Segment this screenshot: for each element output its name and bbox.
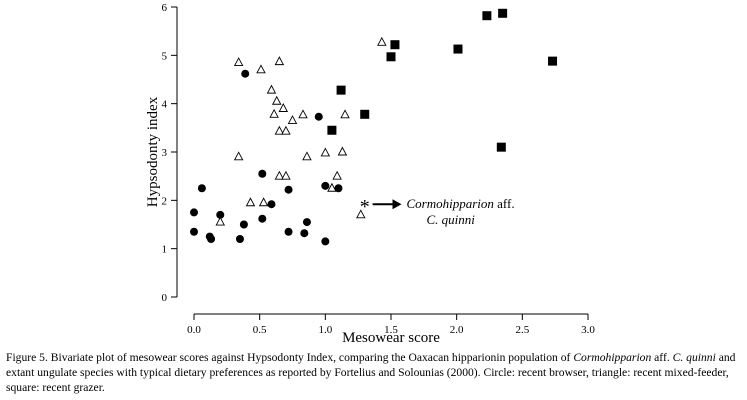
circle-point xyxy=(284,227,293,236)
figure-caption: Figure 5. Bivariate plot of mesowear sco… xyxy=(6,350,744,395)
triangle-point xyxy=(215,216,226,226)
triangle-point xyxy=(266,84,277,94)
caption-text-2: aff. xyxy=(651,351,673,364)
circle-point xyxy=(190,227,198,236)
triangle-point xyxy=(258,197,269,207)
triangle-point xyxy=(281,125,291,135)
triangle-point xyxy=(274,170,285,180)
y-tick-label: 6 xyxy=(162,2,168,14)
caption-text-1: Figure 5. Bivariate plot of mesowear sco… xyxy=(6,351,574,364)
annotation-label-line2: C. quinni xyxy=(427,212,476,227)
y-tick-label: 0 xyxy=(162,292,168,304)
x-axis-label: Mesowear score xyxy=(342,330,440,346)
circle-point xyxy=(321,237,330,246)
x-tick-label: 2.0 xyxy=(450,324,464,336)
triangle-point xyxy=(356,209,366,219)
triangle-point xyxy=(274,56,285,66)
y-tick-label: 5 xyxy=(162,50,168,62)
square-point xyxy=(336,85,346,95)
triangle-point xyxy=(274,125,285,135)
circle-point xyxy=(190,208,198,217)
triangle-point xyxy=(327,182,337,192)
triangle-point xyxy=(281,170,291,180)
circle-point xyxy=(258,169,267,178)
circle-point xyxy=(258,214,267,223)
y-axis-label: Hypsodonty index xyxy=(145,96,161,207)
triangle-point xyxy=(340,109,350,119)
circle-point xyxy=(267,200,276,209)
circle-point xyxy=(207,235,216,243)
circle-point xyxy=(321,181,330,190)
triangle-point xyxy=(233,57,244,67)
square-point xyxy=(386,52,396,62)
triangle-point xyxy=(337,146,348,156)
circle-point xyxy=(300,229,309,238)
y-tick-label: 2 xyxy=(162,195,168,207)
triangle-point xyxy=(271,95,282,105)
triangle-point xyxy=(298,109,308,119)
x-tick-label: 0.0 xyxy=(187,324,201,336)
caption-italic-2: C. quinni xyxy=(672,351,716,364)
square-point xyxy=(390,40,400,50)
triangle-point xyxy=(332,170,342,180)
circle-point xyxy=(235,235,244,243)
y-tick-label: 3 xyxy=(162,147,168,159)
y-tick-label: 1 xyxy=(162,244,168,256)
x-tick-label: 3.0 xyxy=(581,324,595,336)
x-tick-label: 2.5 xyxy=(515,324,529,336)
caption-text-3: and extant ungulate species with typical… xyxy=(6,351,736,394)
triangle-point xyxy=(233,151,244,161)
triangle-point xyxy=(256,64,266,74)
circle-point xyxy=(334,184,343,193)
triangle-point xyxy=(278,103,289,112)
annotation: * Cormohipparion aff.C. quinni xyxy=(360,196,515,227)
annotation-label: Cormohipparion aff. xyxy=(407,196,515,211)
triangle-point xyxy=(287,115,298,125)
data-points xyxy=(190,8,558,246)
square-point xyxy=(548,56,558,66)
ticks: 0.0 0.5 1.0 1.5 2.0 2.5 3.0 0 1 2 3 4 5 6 xyxy=(162,2,596,336)
square-point xyxy=(360,109,370,119)
square-point xyxy=(496,142,506,152)
caption-italic-1: Cormohipparion xyxy=(573,351,652,364)
triangle-point xyxy=(320,147,331,157)
triangle-point xyxy=(269,108,279,118)
circle-point xyxy=(284,185,293,194)
arrow-head xyxy=(392,199,402,210)
circle-point xyxy=(197,184,206,193)
axes xyxy=(176,7,588,315)
circle-point xyxy=(314,112,323,121)
square-point xyxy=(453,44,463,54)
triangle-point xyxy=(302,151,312,161)
square-point xyxy=(482,11,492,21)
circle-point xyxy=(216,210,225,219)
y-tick-label: 4 xyxy=(162,99,168,111)
x-tick-label: 1.0 xyxy=(318,324,332,336)
x-tick-label: 0.5 xyxy=(253,324,267,336)
circle-point xyxy=(239,220,248,229)
triangle-point xyxy=(245,197,256,207)
circle-point xyxy=(302,218,311,227)
triangle-point xyxy=(377,36,387,46)
square-point xyxy=(498,8,508,18)
circle-point xyxy=(241,69,250,78)
asterisk-marker: * xyxy=(360,196,370,218)
scatter-plot: 0.0 0.5 1.0 1.5 2.0 2.5 3.0 0 1 2 3 4 5 6 * Cormohippa… xyxy=(145,2,596,346)
x-tick-label: 1.5 xyxy=(384,324,398,336)
square-point xyxy=(327,125,337,135)
